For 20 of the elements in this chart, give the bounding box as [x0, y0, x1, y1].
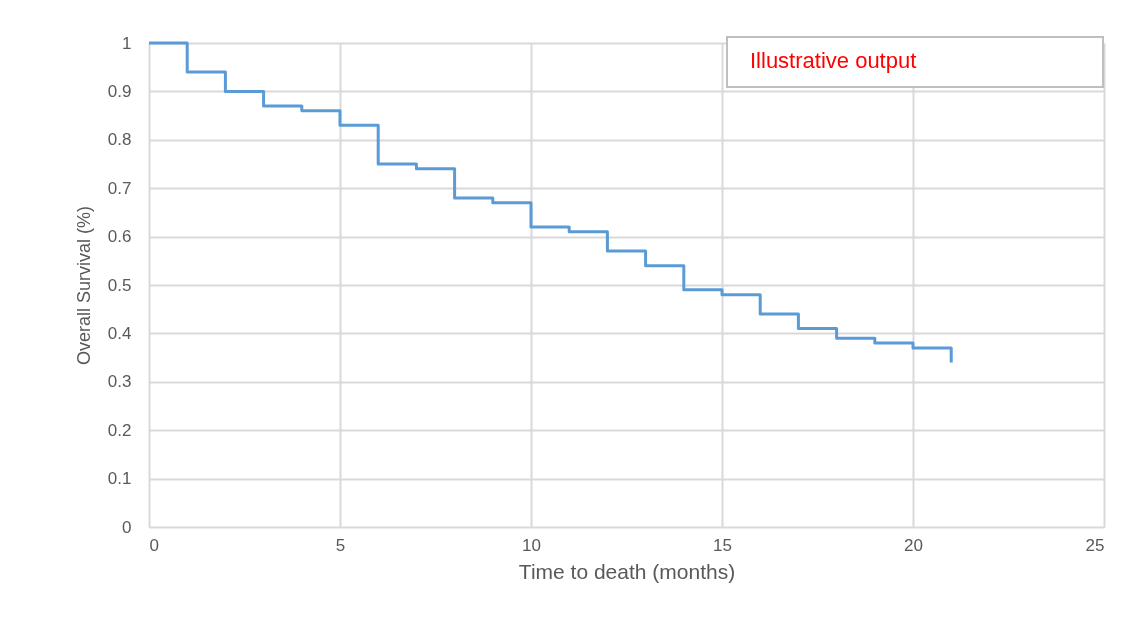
y-tick-label: 0.7	[107, 178, 132, 198]
x-tick-label: 10	[522, 535, 541, 555]
y-tick-label: 0.2	[107, 420, 132, 440]
y-tick-label: 0.3	[107, 372, 132, 392]
x-tick-label: 20	[904, 535, 923, 555]
y-tick-label: 0.4	[107, 323, 132, 343]
y-tick-label: 1	[122, 33, 132, 53]
x-tick-label: 25	[1085, 535, 1105, 555]
y-tick-label: 0.1	[107, 469, 132, 489]
y-tick-label: 0.8	[107, 130, 132, 150]
y-tick-label: 0	[122, 517, 132, 537]
x-tick-label: 0	[149, 535, 159, 555]
x-axis-title: Time to death (months)	[518, 559, 736, 583]
annotation: Illustrative output	[750, 48, 917, 74]
y-axis-title: Overall Survival (%)	[73, 205, 94, 366]
y-tick-label: 0.6	[107, 227, 132, 247]
x-tick-label: 5	[335, 535, 346, 555]
x-tick-label: 15	[713, 535, 732, 555]
y-tick-label: 0.9	[107, 81, 132, 101]
y-tick-label: 0.5	[107, 275, 132, 295]
